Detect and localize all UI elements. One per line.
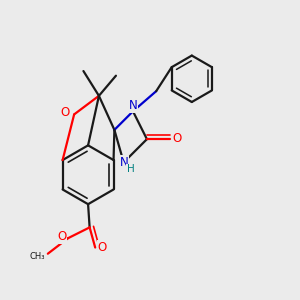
Text: H: H bbox=[127, 164, 134, 174]
Text: O: O bbox=[172, 132, 182, 145]
Text: O: O bbox=[57, 230, 66, 244]
Text: N: N bbox=[120, 156, 129, 169]
Text: N: N bbox=[129, 99, 137, 112]
Text: O: O bbox=[98, 241, 106, 254]
Text: CH₃: CH₃ bbox=[29, 252, 45, 261]
Text: O: O bbox=[61, 106, 70, 119]
